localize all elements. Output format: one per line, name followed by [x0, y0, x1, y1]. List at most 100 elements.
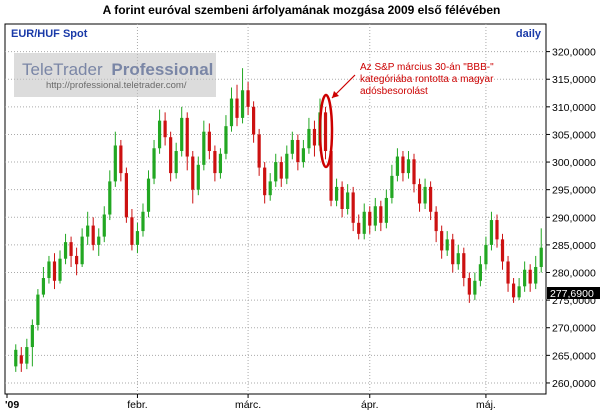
candle [445, 231, 449, 256]
candle-body [312, 128, 317, 146]
candle [69, 236, 73, 267]
candle [202, 120, 206, 171]
y-tick-label: 305,0000 [552, 129, 596, 141]
candle-body [274, 162, 278, 182]
candle [368, 206, 372, 234]
y-tick-label: 290,0000 [552, 212, 596, 224]
candle-body [41, 278, 46, 295]
candle-body [379, 206, 383, 223]
candle-body [174, 151, 178, 174]
candle [102, 206, 106, 243]
candle [141, 203, 145, 237]
candle-body [169, 137, 173, 174]
candle-body [63, 242, 68, 259]
candle [534, 255, 538, 290]
candle [456, 244, 460, 270]
candle [434, 206, 438, 243]
candle-body [429, 186, 433, 212]
last-price-value: 277,6900 [550, 288, 594, 300]
candle [246, 81, 250, 116]
candle-body [141, 211, 145, 232]
candle-body [52, 261, 57, 281]
candle-body [218, 153, 223, 174]
candle [157, 109, 162, 154]
candle-body [401, 156, 405, 174]
svg-text:TeleTrader Professional: TeleTrader Professional [22, 60, 213, 79]
candle-body [180, 117, 184, 152]
candle [307, 117, 311, 154]
candle [539, 228, 543, 273]
candle [379, 200, 383, 232]
watermark-brand-bold: Professional [111, 60, 213, 79]
candle-body [185, 117, 189, 157]
candle [500, 233, 505, 270]
candle-body [91, 225, 95, 245]
candle-body [58, 258, 62, 281]
candle-body [456, 253, 460, 265]
candle-body [191, 156, 195, 190]
candle [257, 128, 261, 176]
candle [290, 131, 294, 160]
candle-body [86, 225, 90, 237]
x-tick-label: '09 [5, 399, 19, 411]
candle-body [462, 253, 466, 279]
candle-body [451, 239, 455, 265]
candle [14, 344, 18, 372]
candle-body [534, 266, 538, 284]
candle [401, 151, 405, 182]
annotation: Az S&P március 30-án "BBB-" kategóriába … [318, 62, 494, 169]
candle-body [340, 186, 344, 209]
candle-body [80, 236, 84, 265]
y-tick-label: 295,0000 [552, 185, 596, 197]
candle-body [224, 126, 228, 154]
y-tick-label: 260,0000 [552, 378, 596, 390]
candle-body [146, 178, 151, 212]
candle-body [296, 139, 300, 163]
candle [346, 184, 350, 215]
candle [440, 225, 444, 259]
candle-body [500, 239, 505, 262]
instrument-label: EUR/HUF Spot [11, 28, 88, 40]
candle-body [412, 159, 416, 185]
candle [113, 131, 117, 187]
candle-body [329, 151, 333, 201]
candle-body [323, 112, 328, 152]
candle-body [152, 148, 156, 179]
candle-body [484, 244, 488, 265]
candle [395, 148, 400, 182]
candle [357, 214, 361, 240]
candle [235, 84, 239, 127]
candle-body [417, 184, 422, 204]
watermark-brand-light: TeleTrader [22, 60, 103, 79]
candle [30, 319, 34, 367]
candle [528, 264, 532, 292]
candle-body [113, 145, 117, 182]
candle [207, 123, 211, 160]
candle [301, 139, 305, 168]
last-price-tag: 277,6900 [547, 287, 600, 300]
candle-body [384, 197, 388, 223]
candle [124, 167, 128, 223]
candle [451, 233, 455, 273]
candle-body [506, 261, 510, 284]
candle [412, 153, 416, 193]
candle [373, 197, 377, 232]
candle [108, 170, 112, 221]
candle [75, 247, 79, 276]
candle-body [478, 264, 482, 281]
y-tick-label: 300,0000 [552, 157, 596, 169]
candle-body [539, 247, 543, 267]
annotation-line-2: kategóriába rontotta a magyar [360, 74, 494, 85]
candle-body [97, 236, 101, 245]
candle [362, 203, 366, 240]
candle-body [290, 139, 294, 154]
candle-body [75, 255, 79, 265]
candle-body [390, 175, 394, 198]
candle-body [19, 355, 23, 364]
candle-body [440, 231, 444, 251]
candle-body [301, 148, 305, 163]
candle [63, 233, 68, 265]
candle [523, 261, 527, 292]
candle [417, 178, 422, 212]
candle [517, 278, 521, 301]
